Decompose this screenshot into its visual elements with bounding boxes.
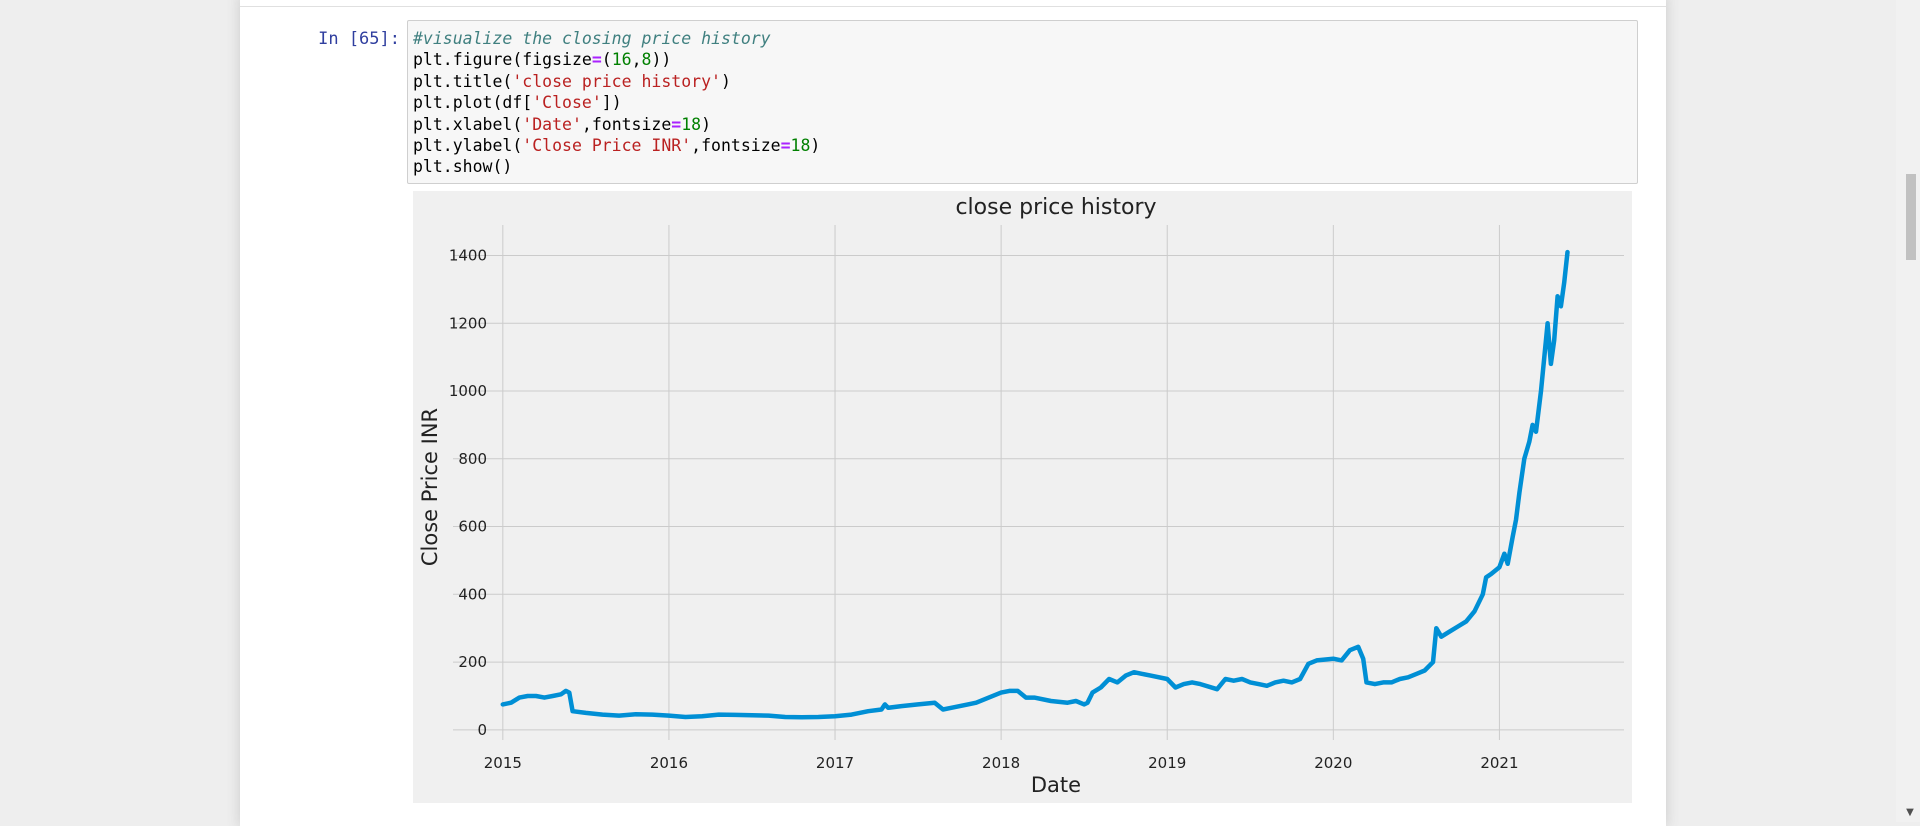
scroll-down-icon[interactable]: ▼ — [1906, 807, 1914, 818]
y-tick-label: 1400 — [449, 246, 487, 264]
x-tick-label: 2016 — [650, 754, 688, 772]
code-token: ( — [601, 50, 612, 70]
code-token: ) — [720, 71, 731, 91]
scrollbar-thumb[interactable] — [1906, 174, 1916, 260]
y-tick-label: 800 — [458, 450, 487, 468]
code-token: )) — [651, 50, 672, 70]
x-tick-label: 2020 — [1314, 754, 1352, 772]
x-axis-label: Date — [1031, 773, 1081, 797]
code-token: ,fontsize — [581, 114, 672, 134]
code-token: plt.figure(figsize — [413, 50, 592, 70]
code-comment: #visualize the closing price history — [413, 29, 771, 48]
y-tick-label: 1000 — [449, 382, 487, 400]
code-token: plt.title( — [413, 71, 513, 91]
x-tick-label: 2015 — [484, 754, 522, 772]
code-operator: = — [671, 114, 682, 134]
code-number: 18 — [790, 136, 811, 156]
code-cell-input[interactable] — [407, 20, 1638, 184]
code-token: plt.plot(df[ — [413, 93, 533, 113]
y-tick-label: 0 — [477, 721, 487, 739]
chart-grid — [453, 225, 1624, 740]
code-editor[interactable]: #visualize the closing price history plt… — [413, 28, 820, 178]
code-token: plt.xlabel( — [413, 114, 523, 134]
code-token: , — [631, 50, 642, 70]
code-token: ) — [810, 136, 821, 156]
code-token: ]) — [601, 93, 622, 113]
x-tick-label: 2021 — [1480, 754, 1518, 772]
y-axis-label: Close Price INR — [418, 408, 442, 566]
chart-ticks: 0 200 400 600 800 1000 1200 1400 2015 2016 2017 201… — [449, 246, 1519, 772]
code-token: ,fontsize — [691, 136, 781, 156]
cell-prompt: In [65]: — [318, 29, 400, 49]
code-string: 'close price history' — [512, 71, 721, 91]
code-token: plt.show() — [413, 157, 513, 177]
x-tick-label: 2017 — [816, 754, 854, 772]
chart-title: close price history — [955, 195, 1156, 220]
code-operator: = — [780, 136, 791, 156]
y-tick-label: 400 — [458, 585, 487, 603]
code-string: 'Close Price INR' — [522, 136, 692, 156]
y-tick-label: 200 — [458, 653, 487, 671]
code-number: 18 — [681, 114, 702, 134]
x-tick-label: 2019 — [1148, 754, 1186, 772]
y-tick-label: 1200 — [449, 314, 487, 332]
code-token: ) — [701, 114, 712, 134]
code-token: plt.ylabel( — [413, 136, 523, 156]
code-string: 'Date' — [522, 114, 582, 134]
y-tick-label: 600 — [458, 518, 487, 536]
previous-cell-edge — [240, 0, 1666, 7]
code-string: 'Close' — [532, 93, 602, 113]
output-figure: 0 200 400 600 800 1000 1200 1400 2015 2016 2017 201… — [413, 191, 1632, 803]
code-number: 16 — [611, 50, 632, 70]
code-number: 8 — [641, 50, 652, 70]
close-price-series-line — [500, 249, 1570, 720]
page-scrollbar[interactable]: ▼ — [1896, 0, 1920, 822]
line-chart: 0 200 400 600 800 1000 1200 1400 2015 2016 2017 201… — [418, 195, 1624, 797]
code-operator: = — [591, 50, 602, 70]
x-tick-label: 2018 — [982, 754, 1020, 772]
